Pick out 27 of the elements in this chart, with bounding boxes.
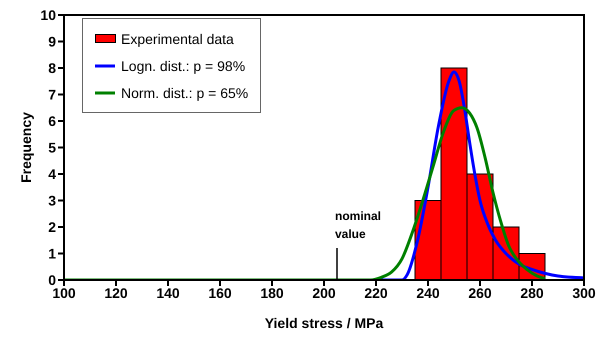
y-tick-label: 4 — [48, 166, 56, 182]
y-tick-label: 2 — [48, 218, 56, 235]
x-tick-label: 240 — [416, 284, 440, 301]
y-tick-label: 1 — [48, 245, 56, 262]
annotation: nominal value — [335, 209, 382, 241]
x-tick-label: 120 — [104, 284, 128, 301]
y-tick-label: 6 — [48, 112, 56, 129]
x-tick-label: 140 — [156, 284, 180, 301]
y-tick-label: 7 — [48, 86, 56, 102]
y-tick-label: 10 — [40, 6, 56, 23]
y-tick-label: 5 — [48, 139, 56, 156]
x-tick-label: 280 — [520, 284, 544, 301]
x-tick-label: 260 — [468, 284, 492, 301]
y-axis-title: Frequency — [18, 112, 34, 183]
y-tick-label: 9 — [48, 33, 56, 50]
x-tick-label: 300 — [572, 284, 596, 301]
x-tick-label: 220 — [364, 284, 388, 301]
x-tick-label: 180 — [260, 284, 284, 301]
x-axis-title: Yield stress / MPa — [264, 315, 384, 331]
legend-label: Experimental data — [121, 30, 234, 46]
legend-label: Norm. dist.: p = 65% — [121, 84, 248, 100]
x-tick-label: 160 — [208, 284, 232, 301]
line-series — [64, 106, 546, 280]
x-tick-label: 200 — [312, 284, 336, 301]
y-tick-label: 3 — [48, 192, 56, 208]
legend-label: Logn. dist.: p = 98% — [121, 58, 246, 74]
y-tick-label: 8 — [48, 60, 56, 76]
